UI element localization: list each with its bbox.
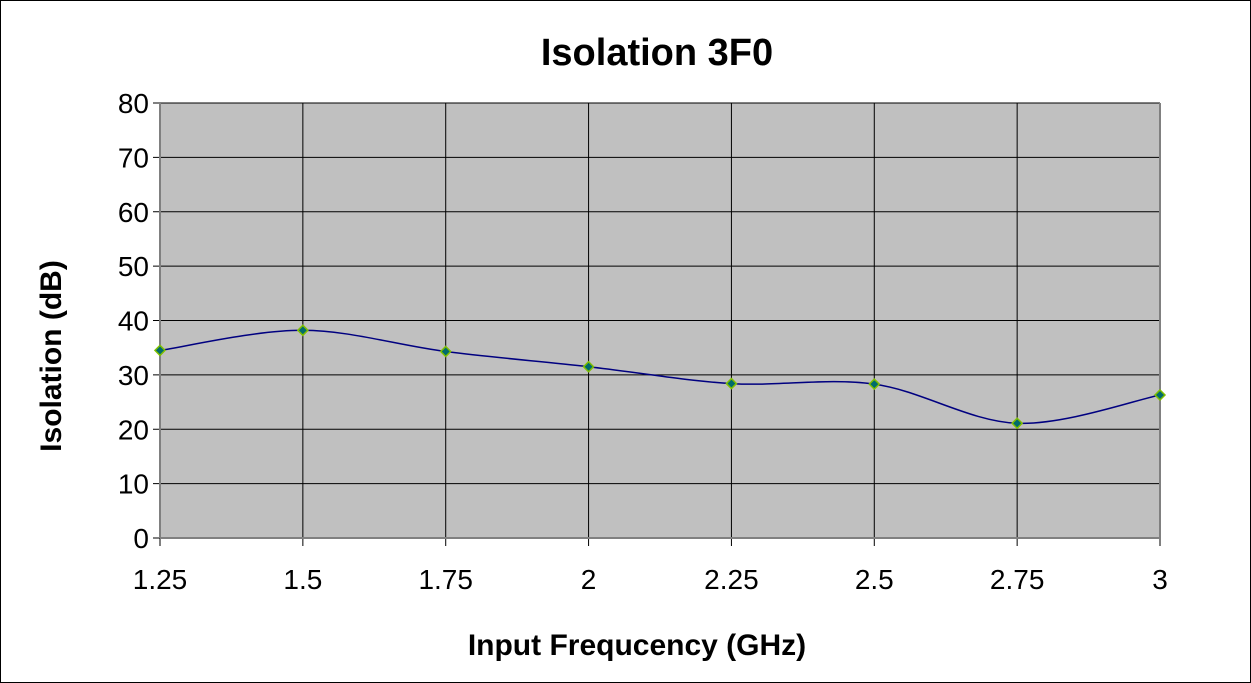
chart-title: Isolation 3F0 [541, 32, 773, 74]
y-tick-label: 30 [118, 360, 149, 391]
x-tick-label: 1.5 [283, 564, 322, 595]
y-tick-label: 40 [118, 306, 149, 337]
data-point [582, 360, 595, 373]
y-tick-label: 10 [118, 469, 149, 500]
x-tick-label: 3 [1152, 564, 1168, 595]
data-point [439, 345, 452, 358]
x-axis-title: Input Frequcency (GHz) [468, 629, 806, 662]
y-tick-label: 20 [118, 414, 149, 445]
data-point [1011, 417, 1024, 430]
plot-layer: 0 10 20 30 40 50 60 70 80 1.25 1.5 1.75 2 2.25 2.5 2.75… [118, 88, 1168, 595]
x-tick-label: 1.25 [133, 564, 188, 595]
y-tick-label: 50 [118, 251, 149, 282]
series-line [159, 329, 1161, 425]
x-tick-label: 1.75 [418, 564, 473, 595]
y-tick-label: 70 [118, 142, 149, 173]
data-point [725, 377, 738, 390]
y-tick-label: 80 [118, 88, 149, 119]
data-point [296, 324, 309, 337]
y-tick-label: 60 [118, 197, 149, 228]
data-point [1153, 388, 1167, 402]
y-tick-label: 0 [133, 523, 149, 554]
x-tick-label: 2.25 [704, 564, 759, 595]
data-point [153, 344, 167, 357]
x-tick-label: 2 [581, 564, 597, 595]
x-tick-label: 2.75 [990, 564, 1045, 595]
data-point [868, 378, 881, 391]
x-tick-label: 2.5 [855, 564, 894, 595]
y-axis-title: Isolation (dB) [35, 260, 68, 452]
